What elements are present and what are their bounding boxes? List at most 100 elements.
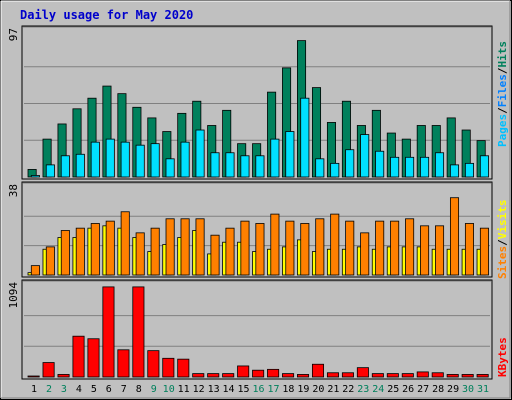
bar-visits-sites-4 (75, 227, 85, 276)
bar-hits-files-15 (240, 155, 250, 178)
bar-hits-files-18 (285, 131, 295, 178)
bar-kbytes-kbytes-1 (27, 375, 40, 378)
bar-kbytes-kbytes-7 (117, 349, 130, 378)
x-tick-label-26: 26 (402, 384, 414, 395)
x-tick-label-18: 18 (282, 384, 294, 395)
bar-visits-sites-13 (210, 234, 220, 276)
bar-kbytes-kbytes-8 (132, 286, 145, 378)
bar-hits-files-1 (30, 175, 40, 178)
legend-visits: Sites/Visits (496, 200, 509, 280)
bar-visits-sites-19 (300, 223, 310, 276)
bar-visits-sites-6 (105, 220, 115, 276)
legend-separator: / (496, 239, 509, 246)
x-tick-label-9: 9 (151, 384, 157, 395)
legend-item-visits: Visits (496, 200, 509, 240)
bar-visits-sites-29 (449, 197, 460, 276)
x-tick-label-22: 22 (342, 384, 354, 395)
panel-hits: 97 (7, 25, 493, 180)
bar-visits-sites-28 (435, 225, 445, 276)
bar-kbytes-kbytes-23 (356, 367, 369, 378)
bar-hits-files-2 (45, 164, 55, 178)
bar-kbytes-kbytes-12 (192, 373, 205, 378)
bar-hits-files-16 (255, 155, 265, 178)
bar-hits-files-4 (75, 153, 85, 178)
x-tick-label-13: 13 (208, 384, 220, 395)
legend-separator: / (496, 107, 509, 114)
bar-kbytes-kbytes-16 (252, 369, 265, 378)
bar-kbytes-kbytes-28 (431, 372, 444, 378)
bar-visits-sites-10 (165, 218, 175, 276)
chart-panels: 97 38 1094 (7, 25, 493, 380)
x-tick-label-8: 8 (136, 384, 142, 395)
legend-item-files: Files (496, 74, 509, 107)
x-tick-label-29: 29 (447, 384, 459, 395)
x-tick-label-2: 2 (46, 384, 52, 395)
x-tick-label-14: 14 (223, 384, 235, 395)
bar-visits-sites-9 (150, 227, 160, 276)
bar-hits-files-10 (165, 158, 175, 178)
bar-kbytes-kbytes-25 (386, 373, 399, 378)
chart-legends: Pages/Files/Hits Sites/Visits KBytes (496, 41, 509, 377)
x-tick-label-31: 31 (477, 384, 489, 395)
bar-kbytes-kbytes-10 (162, 357, 175, 378)
legend-hits: Pages/Files/Hits (496, 41, 509, 147)
bar-visits-sites-30 (464, 223, 474, 276)
bar-visits-sites-15 (240, 220, 250, 276)
bar-visits-sites-23 (360, 232, 370, 276)
bar-kbytes-kbytes-3 (57, 374, 70, 378)
bar-visits-sites-7 (120, 211, 130, 276)
bar-hits-files-20 (315, 158, 325, 178)
panel-visits: 38 (7, 181, 493, 278)
bar-visits-sites-25 (390, 220, 400, 276)
bar-hits-files-17 (270, 138, 280, 178)
bar-hits-files-25 (390, 156, 400, 178)
x-tick-label-17: 17 (267, 384, 279, 395)
bar-hits-files-14 (225, 152, 235, 178)
bar-kbytes-kbytes-6 (102, 286, 115, 378)
bar-visits-sites-16 (255, 223, 265, 276)
x-tick-label-16: 16 (252, 384, 264, 395)
bar-kbytes-kbytes-21 (326, 372, 339, 378)
panel-kbytes-ymax-label: 1094 (7, 282, 20, 309)
bar-hits-files-31 (479, 155, 489, 178)
bar-kbytes-kbytes-14 (222, 373, 235, 378)
bar-hits-files-21 (330, 162, 340, 178)
bar-kbytes-kbytes-4 (72, 335, 85, 378)
panel-visits-ymax-label: 38 (7, 184, 20, 197)
bar-visits-sites-26 (405, 218, 415, 276)
x-tick-label-24: 24 (372, 384, 384, 395)
bar-hits-files-7 (120, 141, 130, 178)
bar-hits-files-13 (210, 152, 220, 178)
legend-item-hits: Hits (496, 41, 509, 68)
bar-visits-sites-14 (225, 227, 235, 276)
panel-kbytes: 1094 (7, 279, 493, 380)
x-tick-label-30: 30 (462, 384, 474, 395)
bar-visits-sites-24 (375, 220, 385, 276)
panel-kbytes-plot-area (21, 279, 493, 380)
x-tick-label-23: 23 (357, 384, 369, 395)
bar-kbytes-kbytes-29 (446, 374, 459, 378)
chart-title: Daily usage for May 2020 (20, 8, 193, 22)
x-tick-label-27: 27 (417, 384, 429, 395)
legend-kbytes: KBytes (496, 337, 509, 377)
bar-visits-sites-12 (195, 218, 205, 276)
bar-hits-files-5 (90, 141, 100, 178)
legend-separator: / (496, 67, 509, 74)
bar-hits-files-19 (300, 97, 310, 178)
bar-hits-files-27 (420, 156, 430, 178)
bar-hits-files-28 (435, 152, 445, 178)
bar-kbytes-kbytes-2 (42, 362, 55, 378)
bar-visits-sites-20 (315, 218, 325, 276)
bar-visits-sites-18 (285, 220, 295, 276)
x-tick-label-20: 20 (312, 384, 324, 395)
bar-kbytes-kbytes-19 (297, 374, 310, 378)
bar-kbytes-kbytes-30 (461, 374, 474, 378)
bar-hits-files-3 (60, 155, 70, 178)
bar-visits-sites-22 (345, 220, 355, 276)
bar-visits-sites-31 (479, 227, 489, 276)
bar-visits-sites-17 (270, 213, 280, 276)
bar-kbytes-kbytes-24 (371, 373, 384, 378)
x-tick-label-4: 4 (76, 384, 82, 395)
x-tick-label-11: 11 (178, 384, 190, 395)
bar-visits-sites-8 (135, 232, 145, 276)
